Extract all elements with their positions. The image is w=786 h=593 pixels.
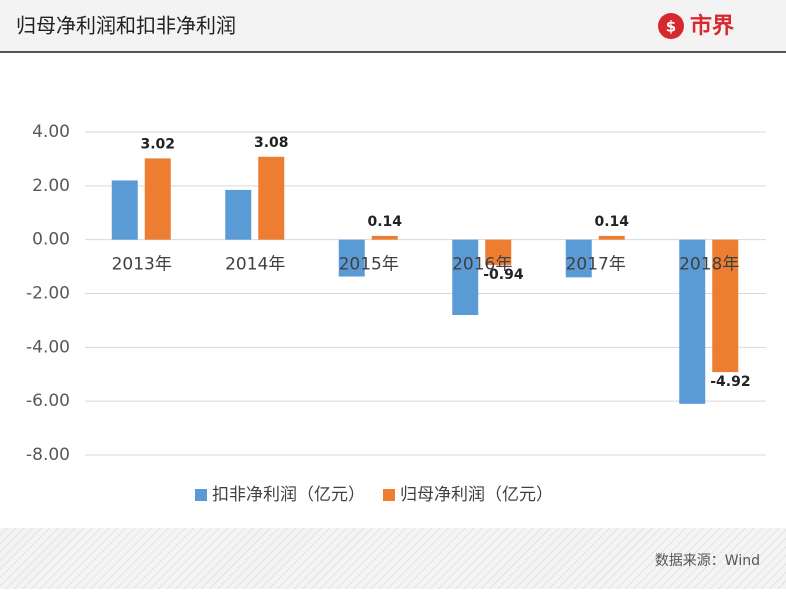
bar <box>485 239 512 265</box>
bar <box>565 239 592 278</box>
bar <box>225 189 252 240</box>
x-tick-label: 2017年 <box>566 255 626 275</box>
bar <box>111 180 138 240</box>
legend-swatch <box>195 489 207 501</box>
bar <box>452 239 479 316</box>
bar <box>338 239 365 277</box>
y-tick-label: -8.00 <box>26 445 70 465</box>
data-label: 0.14 <box>367 214 402 230</box>
source-note: 数据来源：Wind <box>655 553 760 569</box>
y-tick-label: -2.00 <box>26 284 70 304</box>
bar <box>712 239 739 373</box>
x-tick-label: 2013年 <box>112 255 172 275</box>
y-tick-label: 0.00 <box>32 230 70 250</box>
y-tick-label: 2.00 <box>32 176 70 196</box>
header-band <box>0 0 786 52</box>
logo-icon <box>658 13 684 39</box>
legend-label: 归母净利润（亿元） <box>400 485 553 505</box>
bar <box>144 158 171 240</box>
footer-band <box>0 528 786 589</box>
logo-text: 市界 <box>690 13 734 39</box>
x-tick-label: 2015年 <box>339 255 399 275</box>
y-tick-label: -6.00 <box>26 391 70 411</box>
bar <box>679 239 706 404</box>
x-tick-label: 2018年 <box>679 255 739 275</box>
data-label: 3.02 <box>140 136 175 152</box>
data-label: 0.14 <box>594 214 629 230</box>
y-tick-label: 4.00 <box>32 122 70 142</box>
chart-title: 归母净利润和扣非净利润 <box>16 14 236 38</box>
x-tick-label: 2016年 <box>452 255 512 275</box>
legend-label: 扣非净利润（亿元） <box>212 485 365 505</box>
bar <box>258 156 285 240</box>
bar <box>598 235 625 240</box>
x-tick-label: 2014年 <box>225 255 285 275</box>
data-label: -4.92 <box>710 374 750 390</box>
plot-area: -8.00 -6.00 -4.00 -2.00 0.00 2.00 4.00 3.02 3.08… <box>26 122 766 505</box>
legend-swatch <box>383 489 395 501</box>
bar <box>371 235 398 240</box>
logo-symbol: $ <box>666 18 676 36</box>
data-label: -0.94 <box>483 267 524 283</box>
data-label: 3.08 <box>254 135 289 151</box>
y-tick-label: -4.00 <box>26 337 70 357</box>
